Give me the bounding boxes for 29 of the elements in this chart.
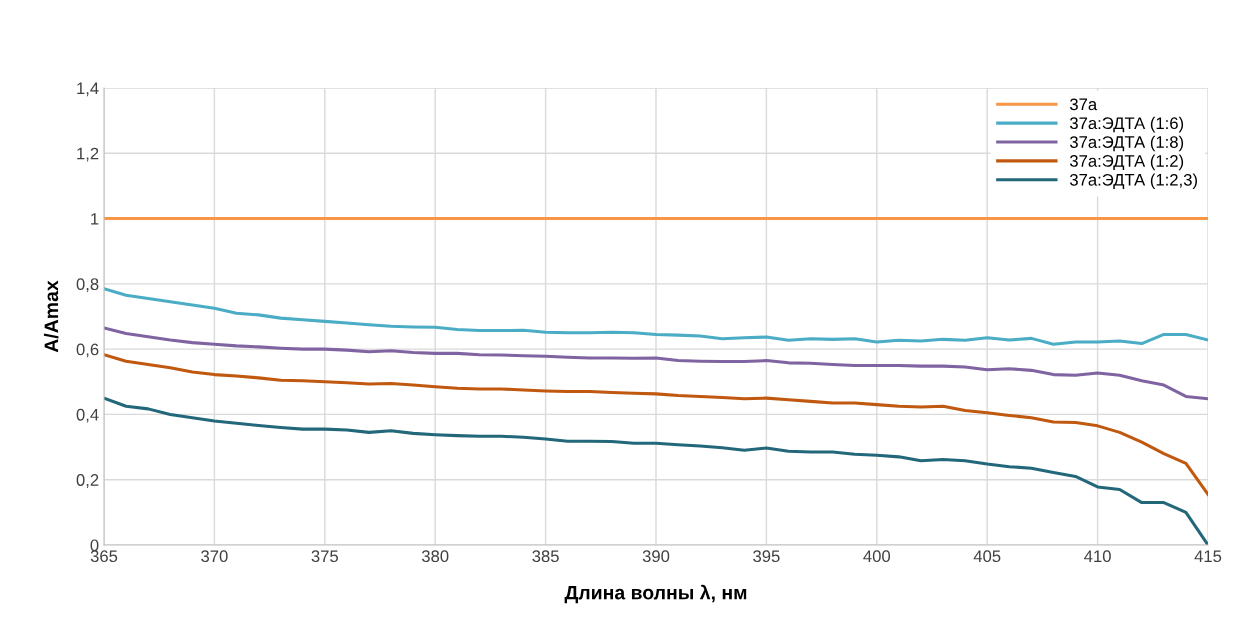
x-tick-label: 380: [421, 550, 449, 563]
legend-label: 37a:ЭДТА (1:2,3): [1069, 173, 1197, 190]
x-tick-label: 410: [1084, 550, 1111, 563]
x-tick-label: 400: [863, 550, 891, 563]
y-tick-label: 1,2: [77, 147, 99, 162]
y-axis-title: A/Amax: [43, 280, 59, 353]
y-tick-label: 0,6: [76, 343, 99, 358]
x-tick-label: 385: [532, 550, 559, 563]
y-tick-label: 0,8: [76, 278, 99, 293]
x-tick-label: 415: [1194, 550, 1222, 563]
y-tick-label: 1: [91, 213, 99, 225]
legend-label: 37a:ЭДТА (1:6): [1069, 116, 1184, 133]
y-tick-label: 1,4: [77, 82, 99, 97]
line-series: [104, 326, 1208, 401]
legend-label: 37a:ЭДТА (1:2): [1069, 154, 1184, 171]
legend-label: 37a:ЭДТА (1:8): [1069, 135, 1184, 152]
x-tick-label: 365: [90, 550, 118, 563]
line-series: [104, 353, 1208, 496]
y-tick-label: 0,4: [76, 408, 99, 423]
line-series: [104, 287, 1208, 346]
legend-label: 37a: [1069, 98, 1098, 111]
x-tick-label: 405: [973, 550, 1001, 563]
y-tick-label: 0,2: [76, 474, 99, 488]
x-tick-label: 390: [642, 550, 670, 563]
x-tick-label: 370: [201, 550, 228, 563]
x-axis-title: Длина волны λ, нм: [564, 584, 747, 604]
y-tick-label: 0: [90, 539, 99, 552]
x-tick-label: 395: [753, 550, 780, 563]
x-tick-label: 375: [311, 550, 339, 563]
